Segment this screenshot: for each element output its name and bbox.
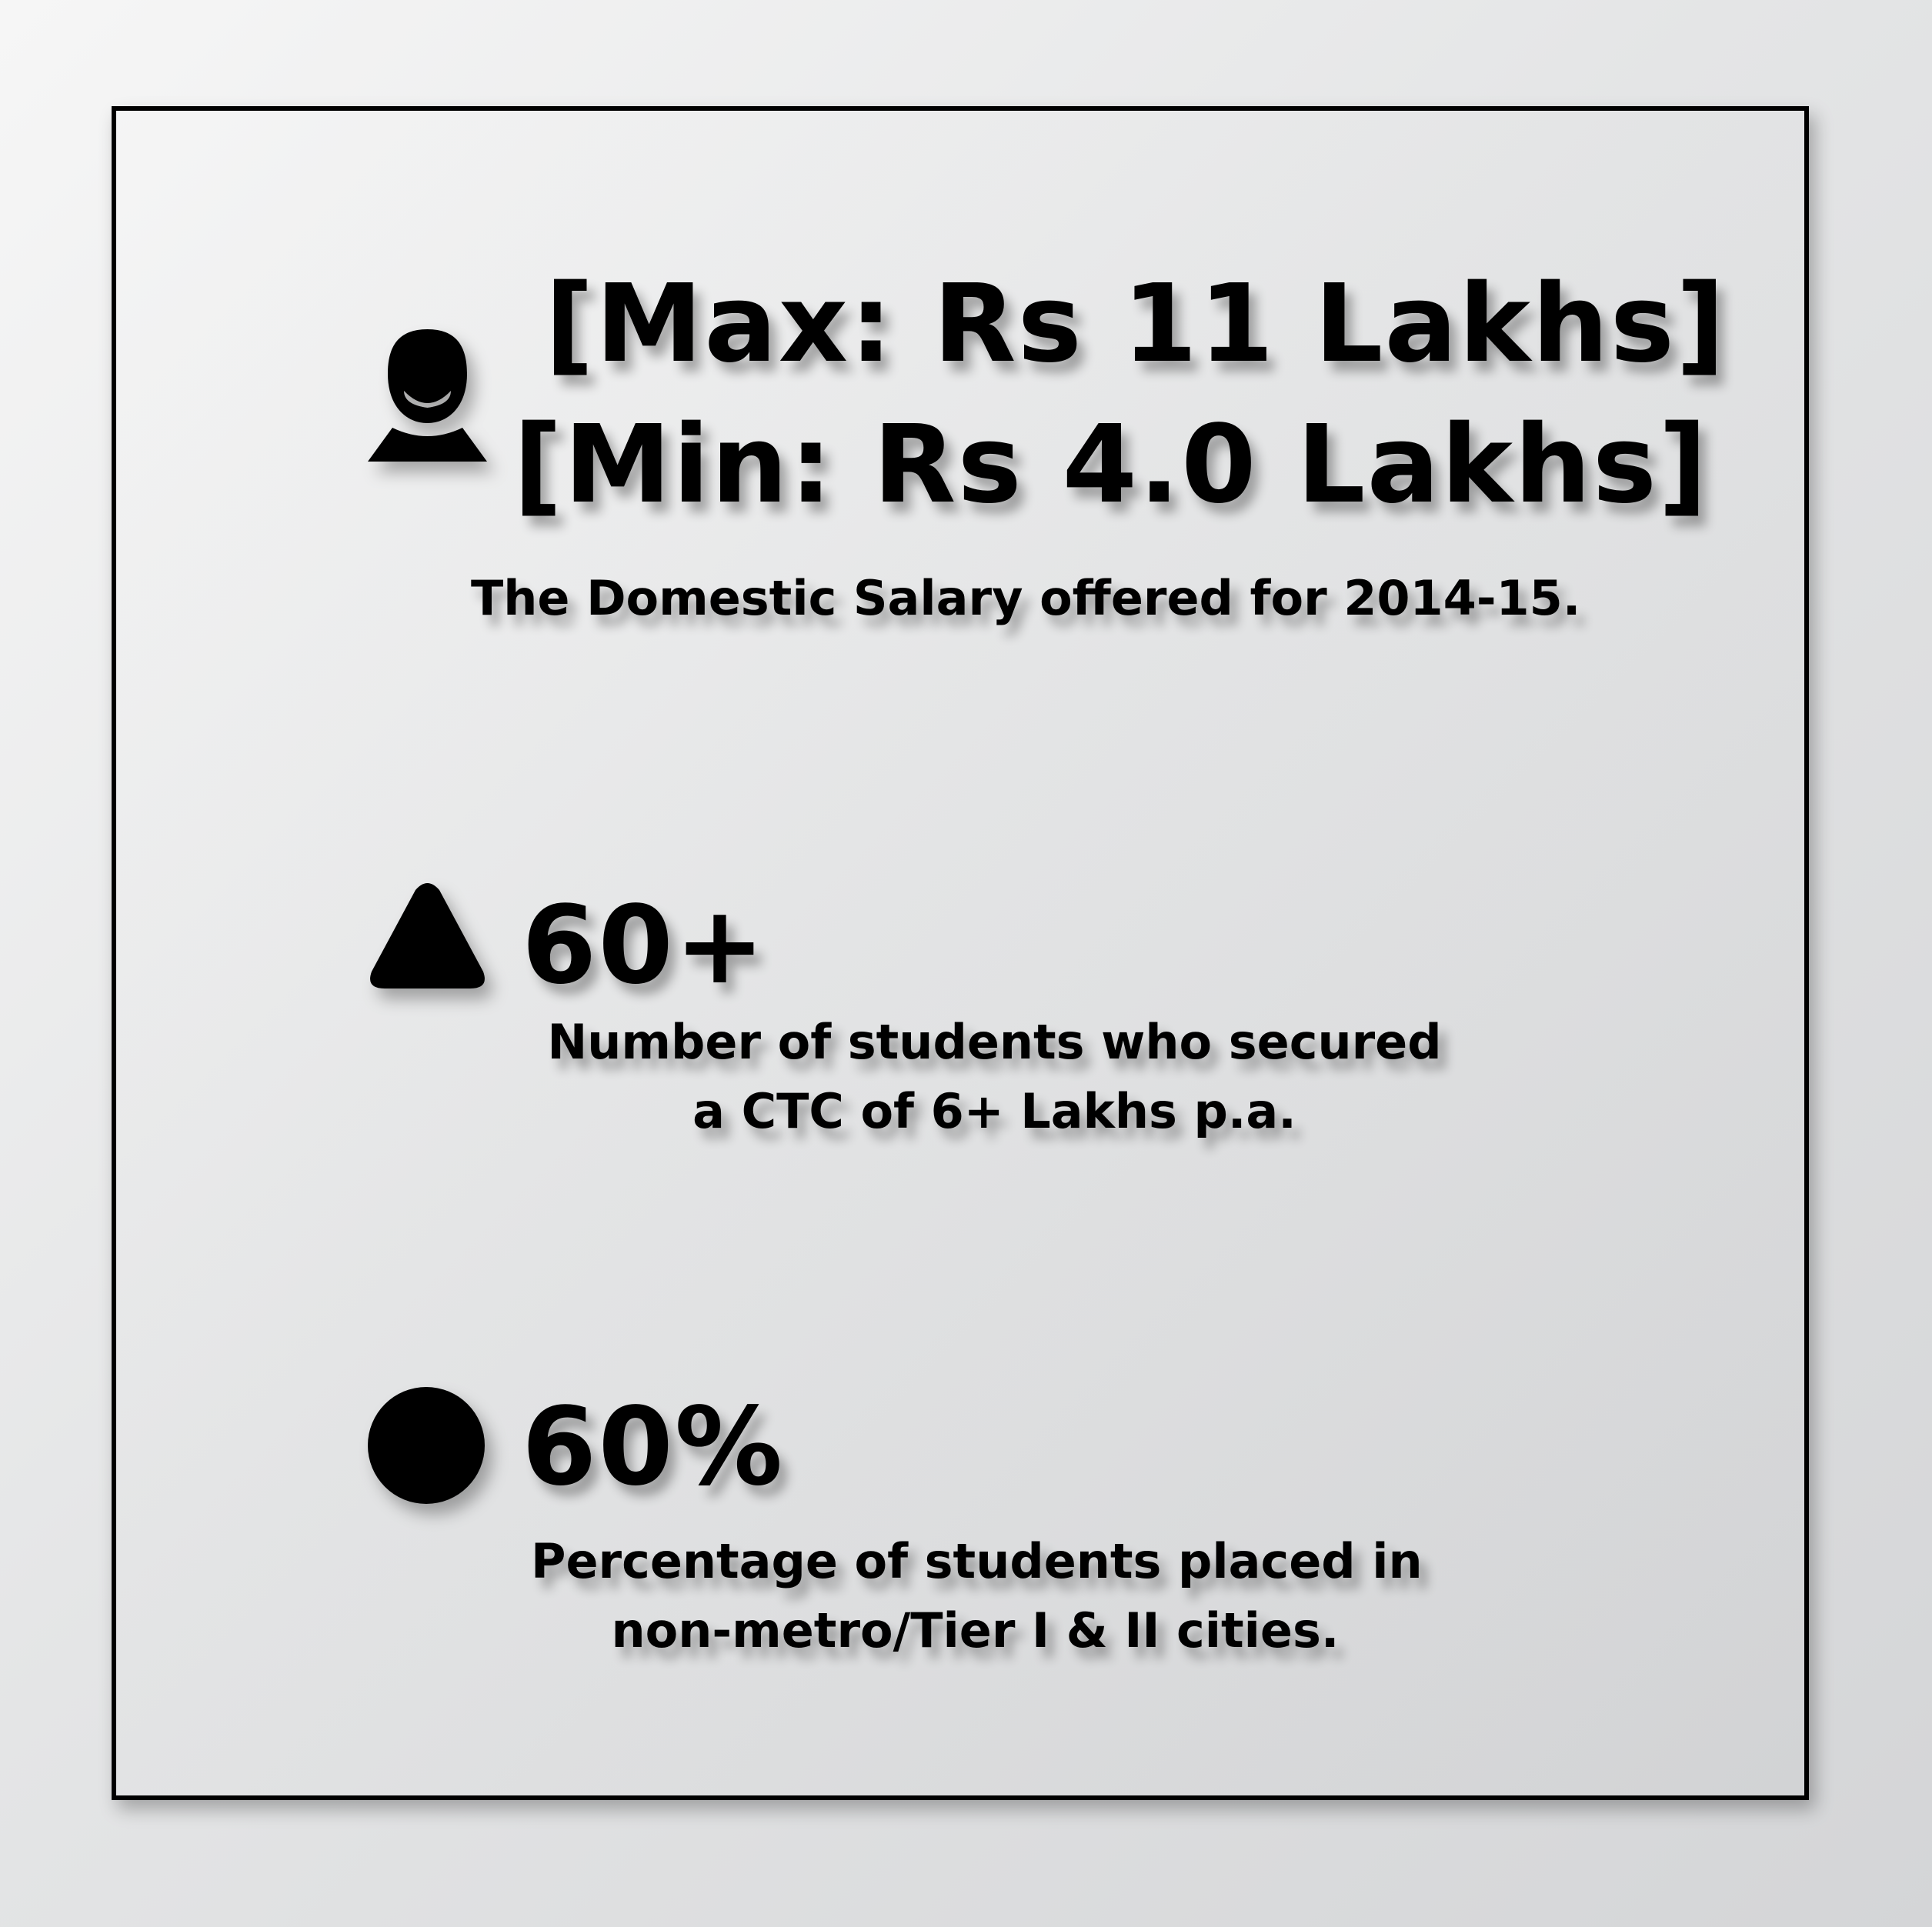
salary-caption: The Domestic Salary offered for 2014-15. <box>471 570 1581 626</box>
ctc-caption-line1: Number of students who secured <box>547 1014 1442 1070</box>
placement-caption-line2: non-metro/Tier I & II cities. <box>611 1602 1340 1659</box>
placement-stat-value: 60% <box>522 1385 785 1510</box>
placement-caption-line1: Percentage of students placed in <box>531 1533 1423 1589</box>
placement-stat-caption: Percentage of students placed in non-met… <box>531 1527 1423 1665</box>
circle-icon <box>368 1387 485 1504</box>
triangle-icon <box>370 883 485 989</box>
ctc-stat-value: 60+ <box>522 883 767 1009</box>
person-icon <box>368 329 487 462</box>
ctc-stat-caption: Number of students who secured a CTC of … <box>531 1008 1458 1146</box>
max-salary-line: [Max: Rs 11 Lakhs] <box>545 262 1727 387</box>
ctc-caption-line2: a CTC of 6+ Lakhs p.a. <box>692 1082 1296 1139</box>
min-salary-line: [Min: Rs 4.0 Lakhs] <box>513 402 1710 528</box>
